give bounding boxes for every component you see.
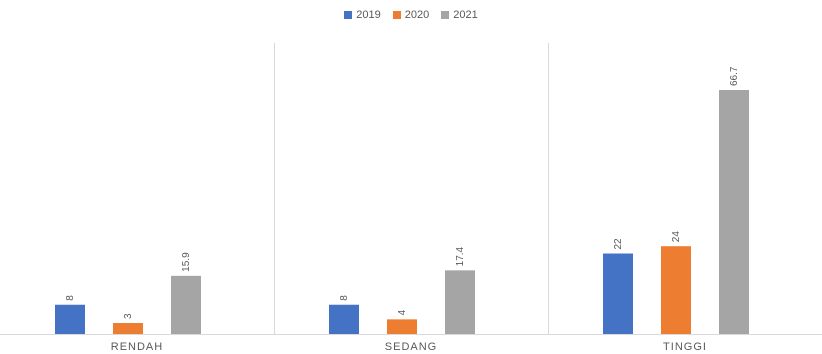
legend-swatch-2019 (344, 11, 353, 19)
x-tick-label-tinggi: TINGGI (663, 341, 707, 353)
data-label-2020-rendah: 3 (123, 313, 134, 319)
bar-2020-tinggi (661, 246, 691, 334)
data-label-2019-sedang: 8 (339, 295, 350, 301)
legend-label-2021: 2021 (453, 9, 478, 21)
data-label-2019-rendah: 8 (65, 295, 76, 301)
data-label-2019-tinggi: 22 (613, 238, 624, 250)
legend-label-2020: 2020 (404, 9, 430, 21)
bar-2021-sedang (445, 270, 475, 334)
bar-2019-tinggi (603, 253, 633, 334)
legend-item-2019: 2019 (344, 9, 381, 21)
legend-swatch-2020 (392, 11, 401, 19)
bar-2021-rendah (171, 275, 201, 334)
legend-swatch-2021 (441, 11, 450, 19)
x-tick-label-rendah: RENDAH (111, 341, 163, 353)
bar-2019-sedang (329, 304, 359, 334)
data-label-2020-sedang: 4 (397, 309, 408, 315)
legend-item-2021: 2021 (441, 9, 478, 21)
bar-2021-tinggi (719, 90, 749, 334)
legend-item-2020: 2020 (392, 9, 430, 21)
data-label-2020-tinggi: 24 (671, 231, 682, 243)
bar-2019-rendah (55, 304, 85, 334)
legend: 2019 2020 2021 (0, 9, 822, 21)
x-tick-label-sedang: SEDANG (385, 341, 437, 353)
data-label-2021-sedang: 17.4 (455, 246, 466, 266)
legend-label-2019: 2019 (356, 9, 381, 21)
bar-2020-rendah (113, 323, 143, 334)
bar-2020-sedang (387, 319, 417, 334)
data-label-2021-tinggi: 66.7 (729, 66, 740, 86)
data-label-2021-rendah: 15.9 (181, 252, 192, 272)
